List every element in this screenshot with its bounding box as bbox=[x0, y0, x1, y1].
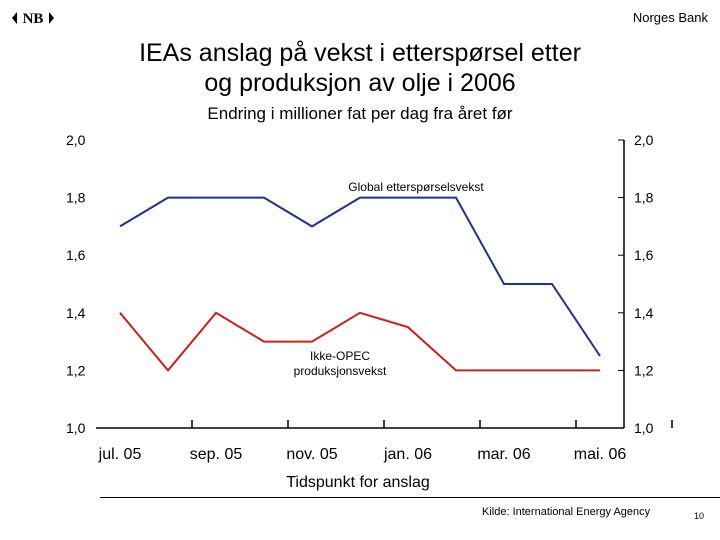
series-label-non-opec-supply: Ikke-OPEC bbox=[310, 349, 370, 363]
source-note: Kilde: International Energy Agency bbox=[482, 506, 651, 518]
x-tick-label: mai. 06 bbox=[574, 446, 627, 463]
global-demand-series-line bbox=[119, 196, 601, 357]
y-tick-label-right: 1,0 bbox=[634, 420, 654, 436]
y-tick-label-right: 1,2 bbox=[634, 362, 654, 378]
y-tick-label-right: 1,6 bbox=[634, 247, 654, 263]
y-tick-label-left: 1,6 bbox=[66, 247, 86, 263]
y-tick-label-right: 2,0 bbox=[634, 132, 654, 148]
y-tick-label-right: 1,4 bbox=[634, 305, 654, 321]
y-tick-label-left: 1,4 bbox=[66, 305, 86, 321]
chart-title-line-2: og produksjon av olje i 2006 bbox=[204, 69, 516, 97]
chart-title-line-1: IEAs anslag på vekst i etterspørsel ette… bbox=[139, 39, 581, 67]
norges-bank-logo: NB bbox=[12, 11, 54, 27]
y-tick-label-right: 1,8 bbox=[634, 190, 654, 206]
footer-divider bbox=[100, 497, 720, 498]
x-axis-label: Tidspunkt for anslag bbox=[286, 474, 429, 491]
non-opec-supply-series-line bbox=[119, 311, 600, 372]
series-label-global-demand: Global etterspørselsvekst bbox=[348, 180, 484, 194]
x-tick-label: nov. 05 bbox=[286, 446, 337, 463]
x-tick-label: sep. 05 bbox=[190, 446, 243, 463]
y-tick-label-left: 1,2 bbox=[66, 362, 86, 378]
svg-text:NB: NB bbox=[23, 11, 44, 27]
x-tick-label: mar. 06 bbox=[477, 446, 530, 463]
x-tick-label: jul. 05 bbox=[98, 446, 142, 463]
x-tick-label: jan. 06 bbox=[383, 446, 432, 463]
series-label-non-opec-supply: produksjonsvekst bbox=[294, 364, 387, 378]
chart-title: IEAs anslag på vekst i etterspørsel ette… bbox=[100, 38, 620, 98]
y-tick-label-left: 1,0 bbox=[66, 420, 86, 436]
y-tick-label-left: 1,8 bbox=[66, 190, 86, 206]
chart-subtitle: Endring i millioner fat per dag fra året… bbox=[207, 104, 513, 123]
page-number: 10 bbox=[694, 511, 705, 521]
y-tick-label-left: 2,0 bbox=[66, 132, 86, 148]
bank-name: Norges Bank bbox=[632, 10, 708, 25]
